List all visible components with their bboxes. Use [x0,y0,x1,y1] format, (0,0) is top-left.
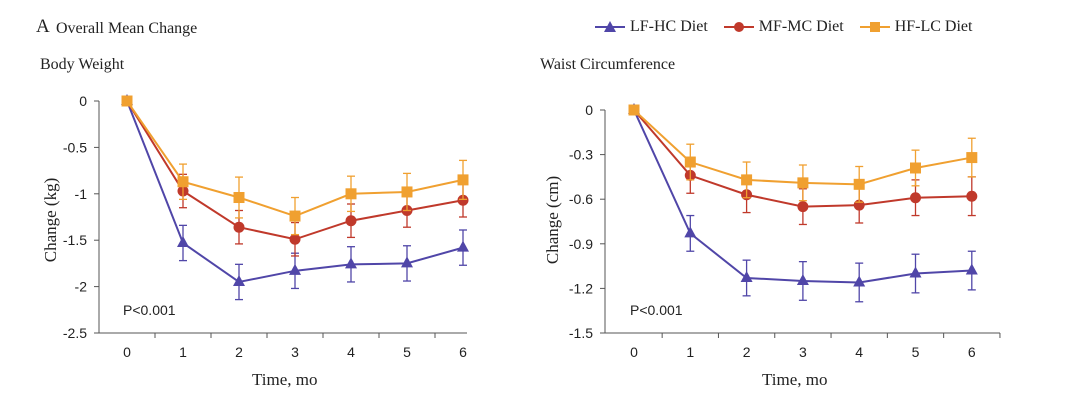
x-tick-label: 0 [630,344,638,360]
data-point-hf-lc-diet [966,152,978,164]
x-tick-label: 0 [123,344,131,360]
data-point-lf-hc-diet [233,274,245,286]
square-marker-icon [859,22,890,32]
data-point-mf-mc-diet [289,233,301,245]
x-tick-label: 6 [968,344,976,360]
data-point-lf-hc-diet [740,270,753,282]
data-point-lf-hc-diet [965,263,978,275]
legend-label: LF-HC Diet [630,18,708,35]
x-tick-label: 5 [912,344,920,360]
x-tick-label: 3 [799,344,807,360]
x-tick-label: 5 [403,344,411,360]
legend-item-lf-hc: LF-HC Diet [595,18,708,36]
y-tick-label: -0.5 [63,139,87,155]
data-point-lf-hc-diet [289,263,301,275]
triangle-marker-icon [595,21,625,32]
y-tick-label: 0 [585,102,593,118]
x-tick-label: 6 [459,344,467,360]
data-point-hf-lc-diet [853,178,865,190]
x-tick-label: 3 [291,344,299,360]
data-point-lf-hc-diet [457,240,469,252]
data-point-hf-lc-diet [401,186,413,198]
chart-title-body-weight: Body Weight [40,56,125,73]
data-point-hf-lc-diet [741,174,753,186]
p-value-annotation: P<0.001 [123,302,176,318]
data-point-hf-lc-diet [628,104,640,116]
x-tick-label: 1 [686,344,694,360]
legend-label: MF-MC Diet [758,18,844,35]
data-point-hf-lc-diet [345,188,357,200]
y-tick-label: -1.5 [569,325,593,341]
legend-item-mf-mc: MF-MC Diet [723,18,844,36]
y-tick-label: -1.5 [63,232,87,248]
data-point-hf-lc-diet [684,156,696,168]
data-point-lf-hc-diet [345,257,357,269]
data-point-hf-lc-diet [121,95,133,107]
x-axis-label-waist: Time, mo [762,370,828,389]
x-tick-label: 4 [855,344,863,360]
data-point-hf-lc-diet [457,174,469,186]
panel-letter: A [36,16,50,37]
chart-body-weight: 0 -0.5 -1 -1.5 -2 -2.5 0 1 2 3 4 5 6 [63,93,469,360]
x-tick-label: 4 [347,344,355,360]
p-value-annotation: P<0.001 [630,302,683,318]
data-point-hf-lc-diet [233,192,245,204]
data-point-lf-hc-diet [796,273,809,285]
x-tick-label: 2 [743,344,751,360]
data-point-hf-lc-diet [289,210,301,222]
data-point-mf-mc-diet [345,215,357,227]
x-tick-label: 2 [235,344,243,360]
data-point-lf-hc-diet [853,275,866,287]
y-tick-label: -0.9 [569,236,593,252]
y-tick-label: -0.6 [569,191,593,207]
data-point-lf-hc-diet [684,226,697,238]
circle-marker-icon [723,22,754,32]
legend-label: HF-LC Diet [894,18,973,35]
y-tick-label: -2.5 [63,325,87,341]
y-tick-label: 0 [79,93,87,109]
chart-title-waist: Waist Circumference [540,56,676,73]
legend: LF-HC Diet MF-MC Diet HF-LC Diet [595,18,972,36]
data-point-mf-mc-diet [797,201,809,213]
data-point-lf-hc-diet [177,235,189,247]
data-point-mf-mc-diet [457,194,469,206]
legend-item-hf-lc: HF-LC Diet [859,18,973,36]
data-point-mf-mc-diet [910,192,921,204]
data-point-lf-hc-diet [401,256,413,268]
data-point-hf-lc-diet [797,177,809,189]
data-point-hf-lc-diet [177,176,189,188]
x-tick-label: 1 [179,344,187,360]
data-point-hf-lc-diet [910,162,921,174]
data-point-mf-mc-diet [966,190,978,202]
y-tick-label: -0.3 [569,147,593,163]
y-tick-label: -2 [75,279,88,295]
figure-title: Overall Mean Change [56,20,198,37]
data-point-lf-hc-diet [909,266,922,278]
y-tick-label: -1.2 [569,280,593,296]
y-tick-label: -1 [75,186,88,202]
x-axis-label-body-weight: Time, mo [252,370,318,389]
data-point-mf-mc-diet [233,221,245,233]
